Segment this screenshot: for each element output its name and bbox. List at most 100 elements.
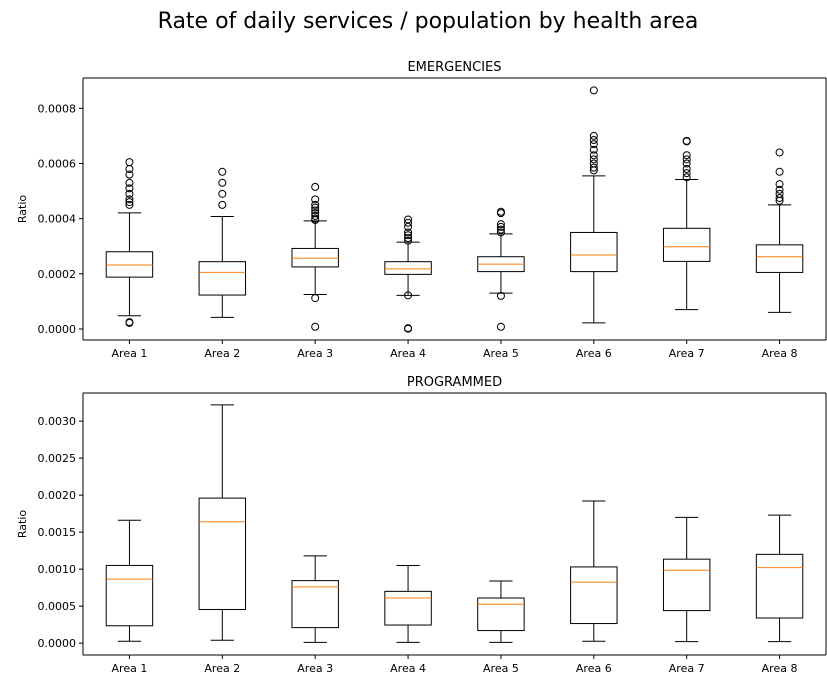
programmed-title: PROGRAMMED: [407, 375, 502, 390]
figure-title: Rate of daily services / population by h…: [158, 9, 699, 34]
emergencies-area-7-outlier: [682, 159, 691, 168]
programmed-y-tick-label: 0.0030: [38, 415, 77, 428]
programmed-area-1-box: [105, 564, 154, 627]
programmed-y-tick-label: 0.0000: [38, 637, 77, 650]
emergencies-x-tick-label-area-7: Area 7: [669, 347, 705, 360]
emergencies-area-7-outlier: [682, 151, 691, 160]
programmed-x-tick-label-area-8: Area 8: [762, 662, 798, 675]
emergencies-area-5-outlier: [496, 291, 505, 300]
emergencies-x-tick-label-area-8: Area 8: [762, 347, 798, 360]
emergencies-area-1-box: [105, 251, 154, 278]
emergencies-area-5-outlier: [496, 225, 505, 234]
emergencies-area-4-outlier: [404, 215, 413, 224]
emergencies-area-7-box: [662, 227, 711, 262]
programmed-y-tick-label: 0.0010: [38, 563, 77, 576]
emergencies-area-7-outlier: [682, 155, 691, 164]
emergencies-x-tick-label-area-2: Area 2: [204, 347, 240, 360]
programmed-y-tick-label: 0.0015: [38, 526, 77, 539]
emergencies-area-4-outlier: [404, 231, 413, 240]
emergencies-area-6-outlier: [589, 140, 598, 149]
programmed-area-3-box: [291, 580, 339, 629]
emergencies-area-3-outlier: [311, 200, 320, 209]
emergencies-area-3-outlier: [311, 195, 320, 204]
programmed-area-4-box: [384, 590, 432, 626]
emergencies-area-3-outlier: [311, 182, 320, 191]
emergencies-area-4-outlier: [404, 228, 413, 237]
programmed-area-5-box: [477, 597, 525, 632]
emergencies-area-3-outlier: [311, 206, 320, 215]
emergencies-area-1-outlier: [125, 318, 134, 327]
programmed-x-tick-label-area-6: Area 6: [576, 662, 612, 675]
emergencies-area-6-box: [570, 231, 618, 273]
emergencies-area-5-outlier: [496, 207, 505, 216]
emergencies-area-8-outlier: [775, 148, 784, 157]
emergencies-area-2-box: [198, 261, 247, 296]
emergencies-area-4-outlier: [404, 236, 413, 245]
emergencies-x-tick-label-area-4: Area 4: [390, 347, 426, 360]
emergencies-panel: EMERGENCIES Ratio 0.0000 0.0002 0.0004 0.0006…: [16, 60, 827, 360]
emergencies-area-6-outlier: [589, 155, 598, 164]
programmed-y-tick-label: 0.0025: [38, 452, 77, 465]
emergencies-x-tick-label-area-1: Area 1: [112, 347, 148, 360]
emergencies-area-5-outlier: [496, 222, 505, 231]
emergencies-area-8-outlier: [775, 185, 784, 194]
emergencies-area-4-outlier: [404, 233, 413, 242]
programmed-panel: PROGRAMMED Ratio 0.0000 0.0005 0.0010 0.0015 0…: [16, 375, 827, 675]
emergencies-area-4-outlier: [404, 324, 413, 333]
emergencies-y-tick-label: 0.0006: [38, 157, 77, 170]
emergencies-area-1-outlier: [125, 200, 134, 209]
emergencies-area-1-outlier: [125, 170, 134, 179]
emergencies-title: EMERGENCIES: [407, 60, 501, 75]
emergencies-area-1-outlier: [125, 189, 134, 198]
emergencies-area-5-outlier: [496, 228, 505, 237]
programmed-x-tick-label-area-1: Area 1: [112, 662, 148, 675]
programmed-y-tick-label: 0.0005: [38, 600, 77, 613]
programmed-area-7-box: [662, 558, 711, 612]
emergencies-area-8-outlier: [775, 180, 784, 189]
programmed-x-tick-label-area-5: Area 5: [483, 662, 519, 675]
emergencies-area-2-outlier: [218, 189, 227, 198]
emergencies-area-6-outlier: [589, 136, 598, 145]
emergencies-area-8-outlier: [775, 167, 784, 176]
emergencies-area-4-outlier: [404, 218, 413, 227]
emergencies-y-tick-label: 0.0002: [38, 268, 77, 281]
emergencies-x-tick-label-area-5: Area 5: [483, 347, 519, 360]
programmed-y-tick-label: 0.0020: [38, 489, 77, 502]
programmed-x-tick-label-area-4: Area 4: [390, 662, 426, 675]
emergencies-area-7-outlier: [682, 173, 691, 182]
emergencies-area-7-outlier: [682, 165, 691, 174]
emergencies-area-3-outlier: [311, 211, 320, 220]
programmed-x-tick-label-area-2: Area 2: [204, 662, 240, 675]
emergencies-y-tick-label: 0.0008: [38, 102, 77, 115]
emergencies-area-7-outlier: [682, 169, 691, 178]
emergencies-area-1-outlier: [125, 195, 134, 204]
programmed-x-tick-label-area-3: Area 3: [297, 662, 333, 675]
programmed-x-tick-label-area-7: Area 7: [669, 662, 705, 675]
emergencies-area-2-outlier: [218, 200, 227, 209]
emergencies-area-5-outlier: [496, 220, 505, 229]
emergencies-area-2-outlier: [218, 167, 227, 176]
emergencies-area-3-outlier: [311, 322, 320, 331]
emergencies-area-5-outlier: [496, 322, 505, 331]
emergencies-area-1-outlier: [125, 178, 134, 187]
emergencies-x-tick-label-area-6: Area 6: [576, 347, 612, 360]
emergencies-area-8-box: [755, 244, 804, 273]
programmed-area-6-box: [570, 566, 618, 625]
emergencies-area-6-outlier: [589, 86, 598, 95]
emergencies-area-6-outlier: [589, 145, 598, 154]
emergencies-y-tick-label: 0.0004: [38, 213, 77, 226]
emergencies-area-7-outlier: [682, 136, 691, 145]
emergencies-area-1-outlier: [125, 184, 134, 193]
emergencies-x-tick-label-area-3: Area 3: [297, 347, 333, 360]
emergencies-area-1-outlier: [125, 158, 134, 167]
emergencies-area-6-outlier: [589, 151, 598, 160]
emergencies-area-4-outlier: [404, 291, 413, 300]
programmed-area-8-box: [755, 553, 804, 619]
emergencies-area-8-outlier: [775, 193, 784, 202]
emergencies-area-3-outlier: [311, 203, 320, 212]
programmed-area-2-box: [198, 497, 247, 610]
emergencies-area-3-outlier: [311, 209, 320, 218]
emergencies-area-6-outlier: [589, 159, 598, 168]
emergencies-y-axis-label: Ratio: [16, 195, 29, 224]
